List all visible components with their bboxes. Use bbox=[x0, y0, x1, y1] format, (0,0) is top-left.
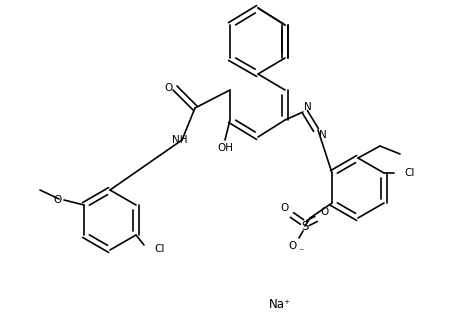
Text: O: O bbox=[53, 195, 61, 205]
Text: N: N bbox=[319, 130, 327, 140]
Text: Cl: Cl bbox=[154, 244, 164, 254]
Text: Na⁺: Na⁺ bbox=[269, 299, 291, 311]
Text: O: O bbox=[280, 203, 288, 213]
Text: Cl: Cl bbox=[404, 168, 414, 178]
Text: O: O bbox=[288, 241, 296, 251]
Text: N: N bbox=[304, 102, 312, 112]
Text: O: O bbox=[320, 207, 328, 217]
Text: NH: NH bbox=[172, 135, 188, 145]
Text: OH: OH bbox=[217, 143, 233, 153]
Text: ⁻: ⁻ bbox=[299, 247, 304, 257]
Text: O: O bbox=[164, 83, 172, 93]
Text: S: S bbox=[301, 219, 309, 232]
